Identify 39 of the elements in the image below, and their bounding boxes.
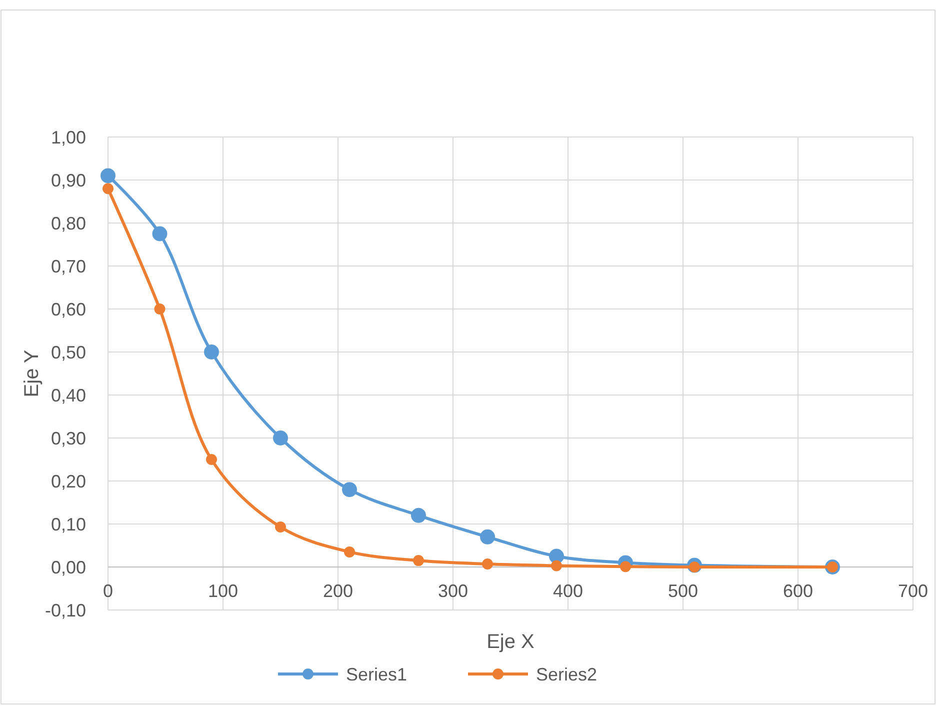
y-tick-label: 0,10 — [50, 514, 86, 534]
y-tick-label: 0,90 — [50, 170, 86, 190]
point — [413, 555, 424, 566]
y-tick-label: 0,00 — [50, 557, 86, 578]
x-tick-label: 300 — [438, 581, 468, 601]
x-tick-label: 700 — [898, 581, 928, 601]
y-tick-label: 1,00 — [50, 127, 86, 148]
x-tick-label: 0 — [102, 581, 114, 601]
point — [100, 168, 116, 184]
point — [206, 454, 217, 465]
x-tick-label: 100 — [208, 581, 238, 601]
y-tick-label: 0,70 — [50, 256, 86, 276]
point — [344, 546, 355, 558]
point — [551, 560, 562, 572]
x-tick-label: 500 — [668, 581, 698, 601]
y-tick-label: 0,30 — [50, 428, 86, 448]
y-tick-label: -0,10 — [44, 600, 86, 620]
legend-label: Series1 — [346, 664, 408, 684]
x-tick-label: 200 — [322, 581, 354, 601]
point — [275, 522, 286, 533]
point — [154, 304, 166, 314]
x-tick-label: 400 — [552, 581, 584, 601]
y-tick-label: 0,60 — [50, 299, 86, 320]
point — [204, 344, 219, 360]
point — [273, 430, 288, 446]
y-tick-label: 0,20 — [50, 471, 86, 492]
point — [102, 183, 114, 194]
point — [411, 508, 426, 523]
y-tick-label: 0,80 — [50, 213, 86, 234]
x-axis-title: Eje X — [486, 631, 534, 653]
point — [480, 529, 495, 544]
y-axis-title: Eje Y — [21, 350, 43, 398]
x-tick-label: 600 — [782, 581, 814, 601]
point — [342, 482, 357, 498]
legend-label: Series2 — [536, 664, 598, 684]
y-tick-label: 0,40 — [50, 385, 86, 406]
y-tick-label: 0,50 — [50, 342, 86, 362]
point — [482, 558, 493, 570]
point — [152, 226, 168, 242]
